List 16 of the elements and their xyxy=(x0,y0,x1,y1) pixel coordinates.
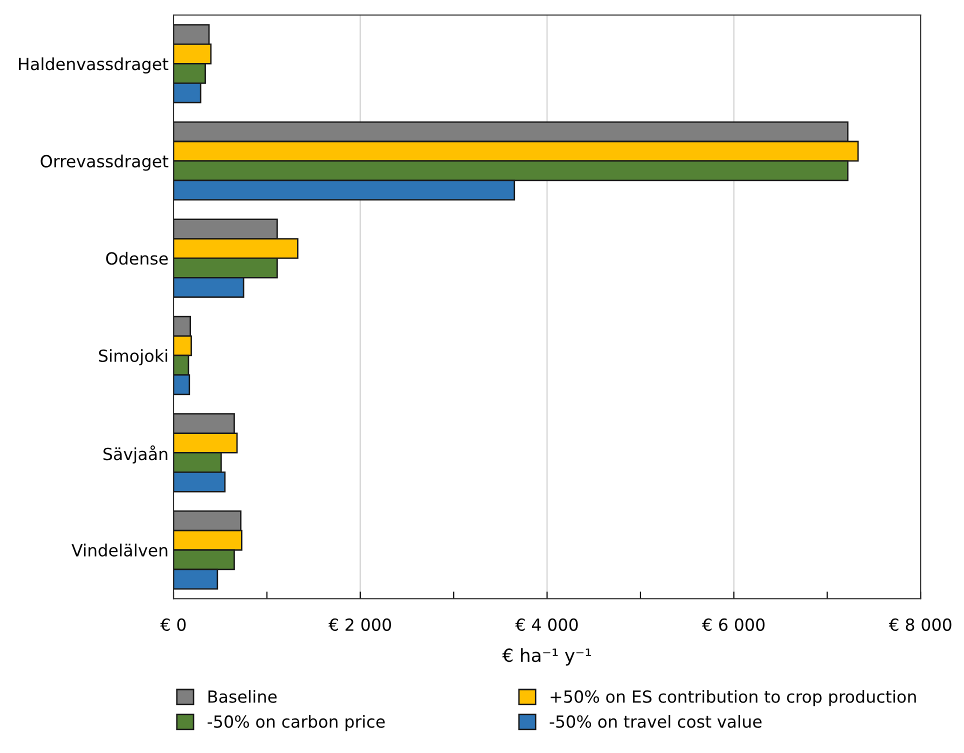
x-tick-label: € 8 000 xyxy=(888,618,952,631)
legend-label: -50% on travel cost value xyxy=(550,714,762,728)
legend-label: +50% on ES contribution to crop production xyxy=(550,690,916,706)
legend-label: -50% on carbon price xyxy=(208,714,385,732)
x-tick-label: € 4 000 xyxy=(515,618,578,631)
x-tick-label: € 6 000 xyxy=(702,618,765,631)
y-tick-label: Simojoki xyxy=(99,349,168,366)
x-tick-label: € 0 xyxy=(160,618,186,631)
y-tick-label: Sävjaån xyxy=(103,445,168,464)
y-tick-label: Haldenvassdraget xyxy=(19,57,168,74)
y-tick-label: Orrevassdraget xyxy=(40,154,168,171)
x-axis-title: € ha⁻¹ y⁻¹ xyxy=(502,648,591,666)
y-tick-label: Vindelälven xyxy=(72,544,168,557)
y-tick-label: Odense xyxy=(106,252,168,265)
x-tick-label: € 2 000 xyxy=(328,618,391,631)
legend-label: Baseline xyxy=(208,690,277,703)
